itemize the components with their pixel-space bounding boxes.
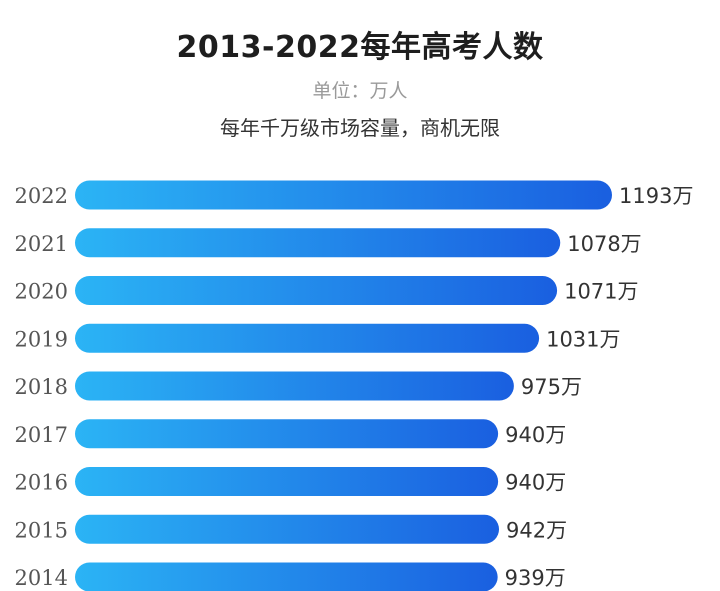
- bar: [75, 419, 499, 449]
- value-label: 940万: [505, 423, 566, 447]
- value-label: 975万: [521, 375, 582, 399]
- unit-label: 单位：万人: [312, 80, 408, 102]
- tagline: 每年千万级市场容量，商机无限: [220, 116, 500, 140]
- category-label: 2018: [15, 375, 68, 399]
- bar: [75, 323, 540, 353]
- value-label: 1193万: [619, 184, 693, 208]
- bar: [75, 562, 498, 591]
- value-label: 1031万: [546, 327, 620, 351]
- chart-title: 2013-2022每年高考人数: [176, 30, 544, 65]
- category-label: 2020: [15, 280, 68, 304]
- bar: [75, 228, 561, 258]
- category-label: 2019: [15, 327, 68, 351]
- value-label: 940万: [505, 471, 566, 495]
- bar: [75, 180, 612, 210]
- bar: [75, 276, 558, 305]
- value-label: 1071万: [564, 280, 638, 304]
- category-label: 2014: [15, 566, 68, 590]
- value-label: 942万: [506, 518, 567, 542]
- bar: [75, 514, 500, 544]
- bar: [75, 467, 499, 496]
- category-label: 2016: [15, 471, 68, 495]
- bar: [75, 371, 514, 401]
- value-label: 939万: [505, 566, 566, 590]
- value-label: 1078万: [567, 232, 641, 256]
- category-label: 2022: [15, 184, 68, 208]
- category-label: 2015: [15, 518, 68, 542]
- category-label: 2017: [15, 423, 68, 447]
- category-label: 2021: [15, 232, 68, 256]
